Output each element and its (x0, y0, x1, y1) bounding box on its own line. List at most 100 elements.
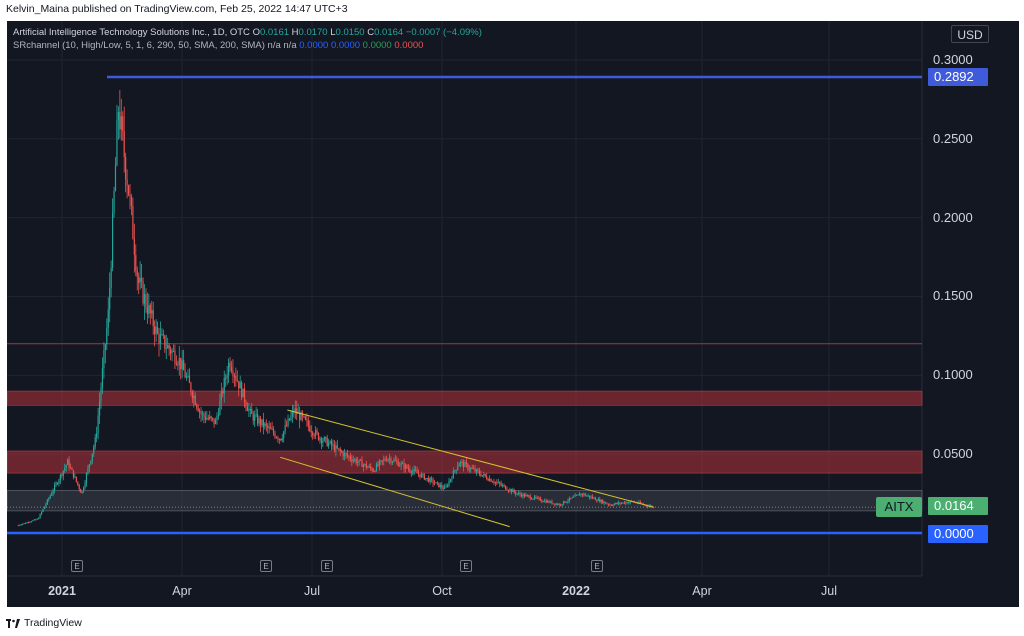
candle-up (43, 506, 46, 510)
candle-up (439, 485, 441, 488)
x-tick-label: Jul (304, 584, 320, 598)
candle-up (497, 482, 499, 484)
candle-up (90, 460, 92, 465)
candle-down (320, 438, 322, 443)
candle-down (557, 503, 559, 505)
candle-down (626, 502, 628, 504)
candle-up (458, 463, 460, 467)
candle-down (578, 494, 581, 496)
candle-up (155, 326, 157, 335)
candle-down (213, 418, 215, 425)
candle-down (484, 474, 486, 477)
candle-down (423, 474, 425, 480)
candle-up (425, 478, 427, 480)
candle-down (338, 448, 340, 450)
candle-down (409, 468, 411, 472)
candle-up (459, 461, 462, 464)
candle-down (471, 467, 473, 469)
candle-down (416, 470, 418, 474)
candle-up (111, 212, 114, 268)
candle-up (67, 459, 69, 465)
candle-up (148, 305, 150, 314)
candle-down (125, 157, 127, 180)
indicator-title: SRchannel (10, High/Low, 5, 1, 6, 290, 5… (13, 40, 265, 51)
sr-zone-2 (7, 450, 923, 474)
candle-down (507, 490, 510, 492)
sr-zone-1 (7, 390, 923, 406)
candle-down (384, 459, 386, 461)
candle-down (145, 294, 147, 308)
candle-up (429, 478, 431, 482)
candle-up (454, 470, 456, 472)
candle-up (522, 494, 524, 497)
candle-down (164, 335, 166, 349)
candle-up (525, 495, 527, 497)
candle-down (442, 487, 444, 489)
candle-down (371, 468, 373, 471)
candle-up (314, 430, 317, 436)
indicator-value-2: 0.0000 (330, 40, 361, 51)
candle-up (452, 470, 454, 479)
candle-down (304, 416, 307, 420)
candle-up (29, 521, 31, 523)
candle-up (446, 485, 449, 487)
chart-panel[interactable]: Artificial Intelligence Technology Solut… (7, 21, 1019, 607)
candle-up (64, 467, 66, 471)
candle-up (368, 466, 370, 468)
earnings-event-marker[interactable]: E (260, 560, 272, 572)
candle-up (420, 474, 423, 478)
candle-down (61, 474, 63, 476)
candle-down (296, 408, 298, 414)
currency-button[interactable]: USD (951, 25, 989, 43)
candle-up (455, 469, 457, 471)
earnings-event-marker[interactable]: E (591, 560, 603, 572)
candle-down (478, 471, 481, 475)
candle-down (188, 375, 191, 384)
candle-up (178, 357, 180, 365)
candle-down (196, 404, 198, 408)
candle-up (283, 431, 285, 439)
candle-up (101, 368, 104, 388)
candle-down (381, 460, 383, 462)
candle-up (435, 482, 437, 484)
candle-up (171, 350, 173, 354)
indicator-value-1: 0.0000 (299, 40, 329, 51)
candle-up (464, 462, 466, 467)
candle-down (285, 425, 288, 427)
candle-down (212, 417, 214, 419)
candle-down (235, 375, 237, 380)
candle-up (139, 278, 141, 283)
candle-up (502, 485, 504, 487)
price-chart[interactable] (7, 21, 1019, 607)
x-tick-label: 2022 (562, 584, 590, 598)
candle-up (362, 464, 365, 467)
earnings-event-marker[interactable]: E (321, 560, 333, 572)
candle-up (167, 345, 169, 348)
candle-up (319, 438, 321, 440)
candle-down (275, 437, 278, 439)
candle-up (574, 495, 576, 497)
candle-down (136, 270, 138, 277)
candle-down (259, 418, 262, 426)
candle-down (317, 433, 320, 440)
candle-up (206, 418, 208, 420)
candle-down (519, 493, 521, 495)
indicator-legend: SRchannel (10, High/Low, 5, 1, 6, 290, 5… (13, 40, 423, 51)
candle-up (19, 524, 21, 526)
x-tick-label: 2021 (48, 584, 76, 598)
candle-down (529, 495, 531, 499)
candle-up (470, 467, 472, 470)
earnings-event-marker[interactable]: E (460, 560, 472, 572)
candle-down (339, 448, 341, 452)
candle-down (233, 375, 235, 377)
candle-down (623, 502, 626, 504)
candle-down (17, 525, 19, 527)
candle-down (191, 392, 193, 399)
candle-down (503, 485, 505, 487)
earnings-event-marker[interactable]: E (71, 560, 83, 572)
candle-up (590, 496, 592, 498)
candle-up (81, 491, 83, 493)
candle-down (77, 481, 79, 485)
candle-up (552, 503, 554, 505)
candle-up (494, 482, 496, 484)
